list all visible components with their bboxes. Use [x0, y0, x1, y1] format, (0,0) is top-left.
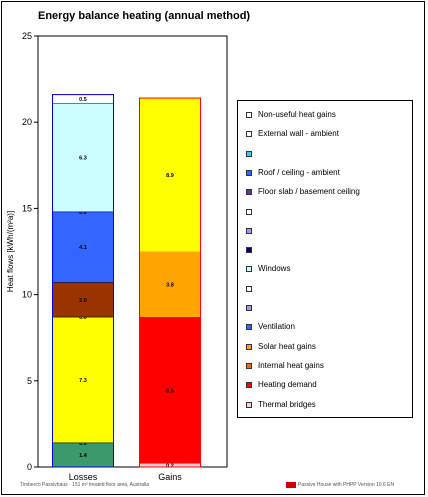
y-tick-label: 15	[22, 203, 32, 213]
legend-label: Internal heat gains	[258, 360, 324, 370]
bar-outline	[52, 94, 114, 468]
legend-swatch	[246, 169, 252, 176]
bar-value-label: 3.8	[166, 282, 174, 288]
chart-title: Energy balance heating (annual method)	[38, 10, 251, 22]
bar-segment	[139, 251, 201, 318]
legend-item: Solar heat gains	[238, 340, 414, 356]
legend-swatch	[246, 227, 252, 234]
legend-swatch	[246, 285, 252, 292]
bar-segment	[139, 317, 201, 464]
legend-swatch	[246, 189, 252, 196]
x-category-label: Gains	[158, 472, 182, 482]
footer-version-note: Passive House with PHPP Version 10.6 EN	[298, 482, 395, 488]
y-tick-label: 25	[22, 31, 32, 41]
legend-item	[238, 205, 414, 221]
legend-item: External wall - ambient	[238, 127, 414, 143]
legend-swatch	[246, 112, 252, 118]
bar-segment	[139, 98, 201, 252]
bar-value-label: 7.3	[79, 378, 87, 384]
legend-label: Non-useful heat gains	[258, 110, 336, 119]
legend-item	[238, 282, 414, 298]
legend-swatch	[246, 305, 252, 311]
footer-project-note: Timberco Passivhaus · 151 m² treated flo…	[20, 482, 150, 488]
bar-value-label: 4.1	[79, 245, 87, 251]
y-tick-label: 10	[22, 290, 32, 300]
legend-label: External wall - ambient	[258, 129, 339, 139]
bar-value-label: 8.5	[166, 388, 174, 394]
bar-value-label: 1.4	[79, 453, 88, 459]
legend-item: Windows	[238, 262, 414, 278]
legend-swatch	[246, 131, 252, 138]
legend-swatch	[246, 150, 252, 157]
legend-item: Internal heat gains	[238, 359, 414, 375]
bar-segment	[52, 102, 114, 213]
bar-segment	[139, 463, 201, 467]
legend-item: Floor slab / basement ceiling	[238, 185, 414, 201]
bar-value-label: 0.0	[79, 210, 87, 216]
legend-item: Thermal bridges	[238, 398, 414, 414]
legend-item	[238, 147, 414, 163]
bar-value-label: 0.0	[79, 315, 87, 321]
legend-label: Roof / ceiling - ambient	[258, 167, 340, 177]
bar-segment	[52, 282, 114, 318]
bar-value-label: 2.0	[79, 298, 87, 304]
x-category-label: Losses	[69, 472, 98, 482]
legend-swatch	[246, 324, 252, 331]
legend-item: Ventilation	[238, 320, 414, 336]
bar-segment	[52, 442, 114, 468]
legend-label: Heating demand	[258, 380, 317, 390]
legend-swatch	[246, 343, 252, 350]
bar-value-label: 8.9	[166, 173, 174, 179]
bar-value-label: 6.3	[79, 156, 87, 162]
legend-item: Roof / ceiling - ambient	[238, 166, 414, 182]
legend-swatch	[246, 247, 252, 254]
y-axis-label: Heat flows [kWh/(m²a)]	[6, 211, 15, 292]
bar-value-label: 0.5	[79, 97, 87, 103]
legend-label: Solar heat gains	[258, 341, 316, 351]
bar-segment	[52, 316, 114, 444]
legend-label: Thermal bridges	[258, 399, 316, 409]
legend-swatch	[246, 382, 252, 389]
bar-value-label: 0.2	[166, 463, 174, 469]
legend-swatch	[246, 362, 252, 369]
y-tick-label: 5	[27, 376, 32, 386]
legend-item: Non-useful heat gains	[238, 108, 414, 124]
plot-area	[37, 35, 228, 468]
y-tick-label: 20	[22, 117, 32, 127]
legend-label: Floor slab / basement ceiling	[258, 187, 360, 197]
bar-outline	[139, 97, 201, 468]
legend-swatch	[246, 208, 252, 215]
legend: Non-useful heat gains External wall - amb…	[237, 100, 413, 418]
legend-label: Ventilation	[258, 322, 295, 332]
legend-swatch	[246, 266, 252, 273]
legend-label: Windows	[258, 264, 291, 274]
legend-item	[238, 224, 414, 240]
bar-value-label: 0.0	[79, 441, 87, 447]
phpp-logo	[286, 482, 296, 488]
legend-item	[238, 301, 414, 317]
legend-item	[238, 243, 414, 259]
legend-swatch	[246, 401, 252, 408]
y-tick-label: 0	[27, 462, 32, 472]
legend-item: Heating demand	[238, 378, 414, 394]
